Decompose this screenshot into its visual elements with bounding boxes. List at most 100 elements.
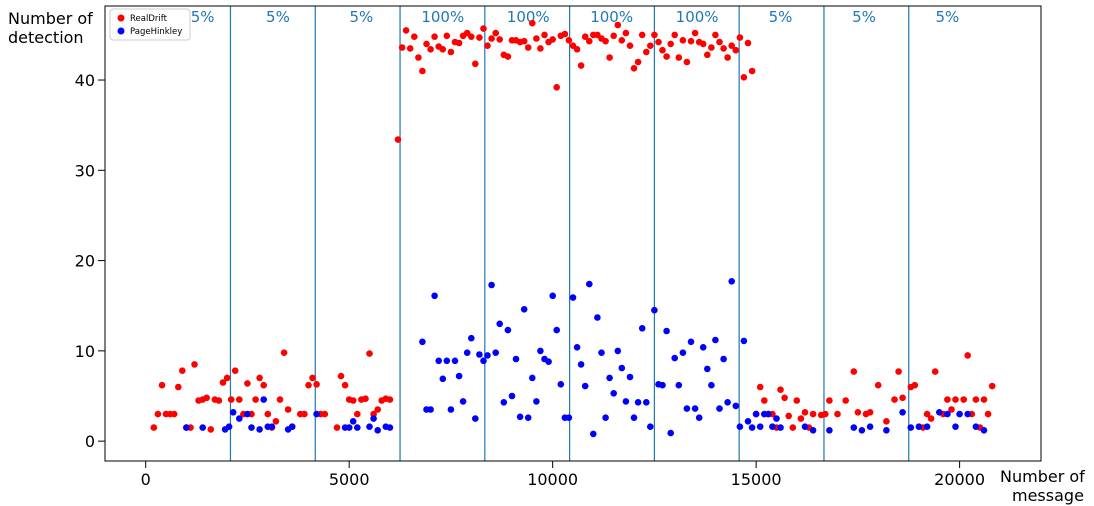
segment-label-8: 5% — [852, 8, 876, 26]
point-pagehinkley-122 — [915, 423, 923, 431]
point-realdrift-134 — [712, 31, 719, 39]
point-realdrift-31 — [276, 396, 284, 403]
x-tick-label-0: 0 — [141, 470, 151, 489]
point-pagehinkley-16 — [345, 424, 353, 431]
point-realdrift-189 — [984, 410, 992, 418]
point-realdrift-163 — [842, 397, 849, 404]
point-pagehinkley-69 — [602, 414, 609, 422]
point-realdrift-71 — [455, 39, 463, 47]
point-realdrift-115 — [634, 58, 642, 66]
point-pagehinkley-60 — [565, 414, 573, 422]
point-pagehinkley-90 — [687, 338, 695, 346]
y-axis-ticks: 0 10 20 30 40 — [75, 71, 105, 451]
point-realdrift-154 — [793, 397, 801, 404]
segment-label-1: 5% — [266, 8, 290, 26]
y-tick-label-0: 0 — [85, 432, 95, 451]
point-realdrift-38 — [309, 374, 316, 382]
point-realdrift-39 — [313, 381, 320, 388]
point-pagehinkley-112 — [777, 424, 784, 431]
y-tick-label-2: 20 — [75, 252, 95, 271]
y-tick-label-1: 10 — [75, 342, 95, 361]
point-realdrift-162 — [834, 410, 841, 418]
point-realdrift-169 — [883, 418, 890, 425]
y-axis-label-line2: detection — [8, 28, 84, 47]
point-realdrift-77 — [480, 25, 487, 32]
y-axis-label-line1: Number of — [8, 9, 93, 28]
legend-marker-realdrift — [117, 14, 125, 22]
point-pagehinkley-13 — [288, 423, 296, 431]
point-realdrift-142 — [744, 39, 752, 47]
point-pagehinkley-103 — [740, 337, 748, 345]
point-realdrift-118 — [647, 42, 654, 49]
point-realdrift-78 — [484, 42, 491, 49]
point-pagehinkley-23 — [386, 424, 394, 431]
point-pagehinkley-83 — [659, 381, 666, 389]
point-realdrift-116 — [638, 31, 646, 39]
point-realdrift-61 — [415, 54, 422, 61]
point-realdrift-127 — [683, 58, 691, 66]
point-realdrift-17 — [219, 379, 227, 386]
point-pagehinkley-58 — [557, 381, 565, 388]
x-axis-ticks: 0 5000 10000 15000 20000 — [141, 461, 985, 489]
point-realdrift-171 — [895, 368, 902, 375]
point-pagehinkley-101 — [732, 402, 740, 410]
point-pagehinkley-49 — [520, 306, 528, 313]
point-realdrift-141 — [740, 74, 748, 81]
point-realdrift-109 — [610, 32, 617, 40]
point-realdrift-68 — [443, 32, 451, 40]
point-pagehinkley-45 — [504, 326, 512, 334]
point-pagehinkley-70 — [606, 374, 613, 382]
point-realdrift-37 — [305, 381, 312, 389]
point-realdrift-111 — [618, 37, 626, 44]
point-realdrift-25 — [252, 396, 259, 403]
point-pagehinkley-36 — [468, 334, 475, 342]
segment-label-5: 100% — [590, 8, 633, 26]
point-pagehinkley-117 — [858, 427, 866, 434]
point-realdrift-42 — [333, 424, 341, 431]
point-realdrift-21 — [236, 396, 243, 403]
point-pagehinkley-26 — [427, 406, 434, 413]
point-realdrift-132 — [704, 51, 711, 59]
point-realdrift-80 — [492, 29, 500, 37]
point-realdrift-168 — [874, 381, 882, 389]
point-realdrift-146 — [761, 397, 768, 404]
point-realdrift-49 — [362, 395, 369, 403]
point-realdrift-5 — [170, 410, 178, 418]
point-realdrift-151 — [781, 394, 788, 402]
point-realdrift-41 — [321, 410, 329, 418]
point-pagehinkley-88 — [679, 349, 687, 357]
point-realdrift-103 — [586, 37, 593, 45]
point-realdrift-2 — [158, 381, 166, 389]
point-pagehinkley-68 — [598, 349, 605, 357]
point-realdrift-81 — [496, 36, 504, 43]
point-realdrift-172 — [899, 394, 906, 402]
point-realdrift-135 — [716, 38, 723, 46]
point-pagehinkley-5 — [236, 415, 243, 422]
point-realdrift-79 — [488, 35, 495, 42]
point-pagehinkley-29 — [439, 375, 447, 383]
point-realdrift-62 — [419, 67, 426, 75]
point-realdrift-181 — [948, 406, 955, 413]
point-realdrift-145 — [756, 383, 764, 391]
x-tick-label-4: 20000 — [934, 470, 985, 489]
point-pagehinkley-93 — [699, 344, 707, 351]
point-realdrift-167 — [866, 409, 874, 416]
point-realdrift-65 — [431, 33, 438, 40]
point-realdrift-43 — [337, 372, 345, 380]
point-pagehinkley-128 — [964, 410, 971, 418]
legend-label-realdrift: RealDrift — [130, 14, 168, 24]
point-realdrift-52 — [374, 406, 382, 413]
segment-boundaries — [229, 6, 910, 461]
point-pagehinkley-102 — [736, 423, 744, 431]
point-pagehinkley-47 — [512, 355, 520, 363]
point-pagehinkley-61 — [569, 294, 577, 301]
point-realdrift-124 — [671, 31, 678, 39]
x-axis-label-line2: message — [1012, 486, 1084, 505]
x-tick-label-2: 10000 — [527, 470, 578, 489]
point-realdrift-87 — [520, 37, 528, 45]
point-realdrift-131 — [699, 40, 707, 48]
y-tick-label-3: 30 — [75, 161, 95, 180]
point-realdrift-108 — [606, 54, 613, 61]
point-realdrift-0 — [150, 424, 158, 431]
point-pagehinkley-73 — [618, 364, 626, 372]
